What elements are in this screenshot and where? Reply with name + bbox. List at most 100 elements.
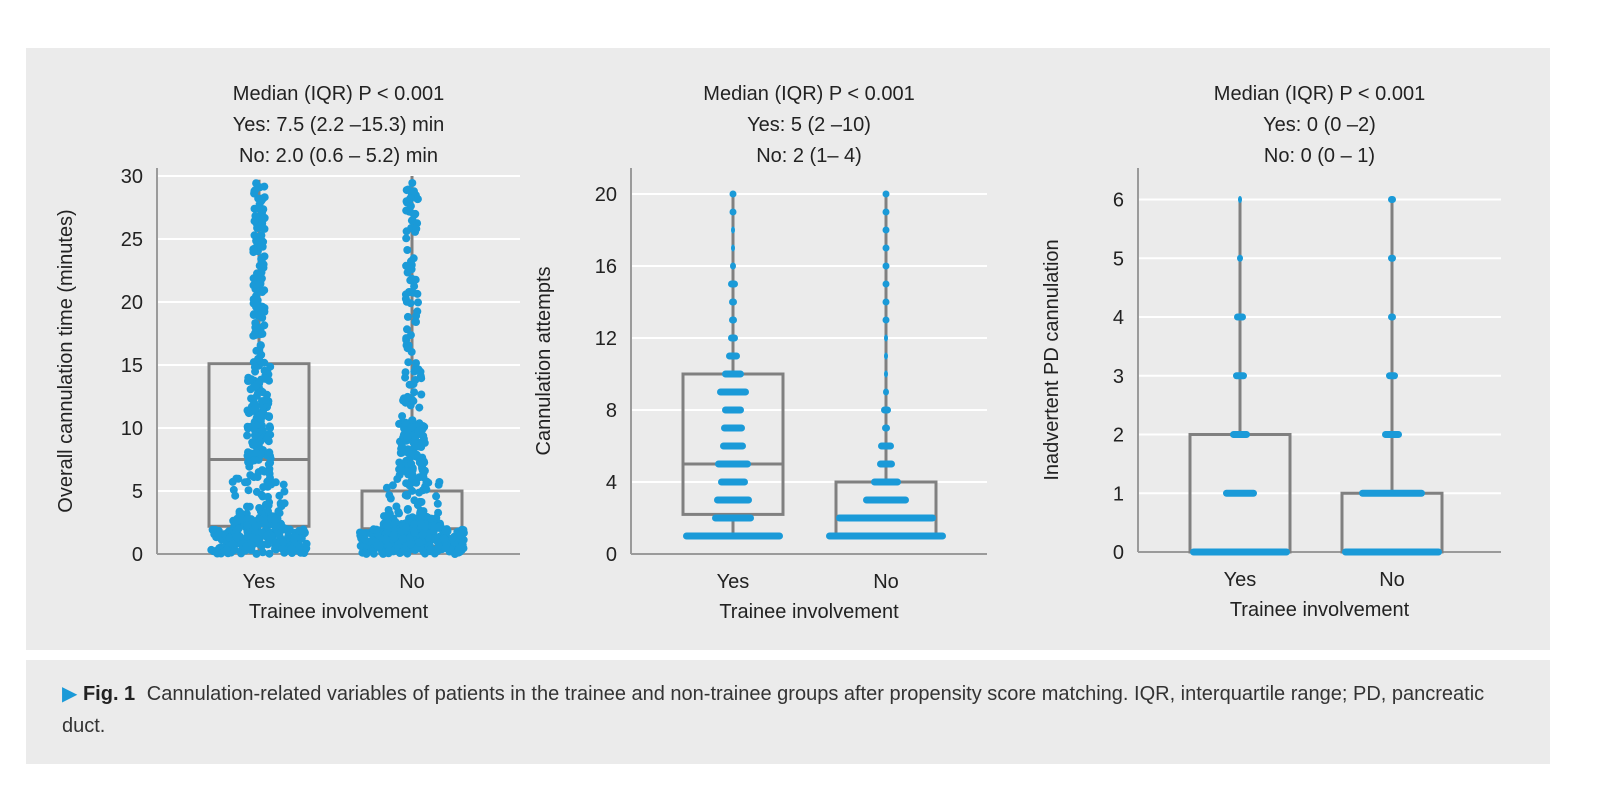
data-point (360, 535, 369, 544)
data-point (413, 195, 422, 204)
data-point (882, 280, 890, 288)
data-point (730, 262, 736, 270)
data-point (884, 370, 888, 378)
data-point (726, 352, 740, 360)
data-point (1388, 254, 1396, 262)
data-point (871, 478, 901, 486)
data-point (407, 423, 416, 432)
data-point (882, 424, 890, 432)
x-axis-label: Trainee involvement (1230, 599, 1410, 621)
iqr-box (1340, 491, 1444, 554)
data-point (278, 544, 287, 553)
data-point (415, 403, 424, 412)
y-tick-label: 10 (121, 418, 143, 440)
chart-title-line: Yes: 5 (2 –10) (747, 114, 871, 136)
data-point (266, 423, 275, 432)
data-point (407, 459, 416, 468)
data-point (251, 367, 260, 376)
data-point (251, 421, 260, 429)
chart-2: Median (IQR) P < 0.001 Yes: 5 (2 –10) No: … (533, 83, 987, 623)
data-point (398, 412, 407, 421)
data-point (251, 331, 260, 339)
data-point (229, 485, 238, 494)
data-point (1386, 372, 1398, 380)
data-point (255, 504, 264, 512)
data-point (1230, 431, 1250, 438)
data-point (389, 530, 398, 539)
data-point (407, 216, 416, 225)
data-point (434, 542, 443, 551)
data-point (225, 533, 234, 542)
data-point (882, 262, 890, 270)
data-point (258, 302, 267, 311)
data-point (412, 544, 421, 553)
data-point (402, 523, 410, 532)
data-point (414, 298, 422, 307)
data-point (413, 307, 422, 316)
data-point (382, 521, 391, 530)
data-point (720, 442, 746, 450)
x-tick-label: Yes (717, 571, 750, 593)
data-point (409, 450, 418, 459)
iqr-box (834, 480, 938, 536)
data-point (826, 532, 946, 540)
x-tick-label: Yes (243, 571, 276, 593)
data-point (265, 468, 274, 477)
data-point (407, 274, 416, 283)
y-tick-label: 4 (1113, 307, 1124, 329)
x-tick-label: No (399, 571, 425, 593)
data-point (253, 296, 262, 305)
y-tick-label: 8 (606, 400, 617, 422)
data-point (731, 226, 735, 234)
data-point (1388, 196, 1396, 203)
figure-panel: Median (IQR) P < 0.001 Yes: 7.5 (2.2 –15.… (26, 48, 1550, 650)
data-point (274, 507, 283, 516)
data-points (1190, 196, 1442, 556)
data-point (718, 478, 748, 486)
data-point (395, 509, 403, 518)
data-point (252, 280, 260, 289)
data-point (409, 254, 418, 263)
data-point (1237, 254, 1243, 262)
data-point (882, 190, 890, 198)
data-point (382, 483, 391, 492)
data-point (412, 478, 421, 487)
data-point (435, 478, 444, 486)
data-point (717, 388, 749, 396)
data-point (440, 534, 449, 543)
data-point (406, 540, 415, 549)
y-axis-label: Overall cannulation time (minutes) (55, 209, 77, 512)
data-point (882, 208, 890, 216)
data-point (250, 217, 259, 226)
data-point (260, 193, 269, 202)
data-point (712, 514, 754, 522)
data-point (863, 496, 909, 504)
data-point (714, 496, 752, 504)
y-tick-label: 5 (132, 481, 143, 503)
chart-title-line: Median (IQR) P < 0.001 (703, 83, 914, 105)
data-point (715, 460, 751, 468)
data-point (401, 373, 410, 382)
data-point (385, 546, 394, 555)
data-point (402, 334, 411, 343)
data-point (232, 517, 241, 526)
data-point (249, 440, 257, 449)
data-point (397, 467, 406, 476)
data-point (253, 535, 262, 544)
data-point (836, 514, 936, 522)
y-tick-label: 20 (595, 184, 617, 206)
data-point (448, 534, 457, 543)
data-point (260, 224, 269, 233)
caption-arrow-icon: ▶ (62, 683, 78, 705)
data-point (250, 398, 258, 407)
chart-title-line: Median (IQR) P < 0.001 (233, 83, 444, 105)
data-point (258, 242, 267, 251)
data-point (263, 412, 272, 421)
data-point (382, 511, 391, 520)
data-point (262, 531, 271, 540)
data-point (392, 502, 401, 511)
data-point (287, 544, 296, 553)
data-point (254, 354, 263, 363)
data-point (279, 538, 287, 546)
data-point (409, 288, 418, 297)
